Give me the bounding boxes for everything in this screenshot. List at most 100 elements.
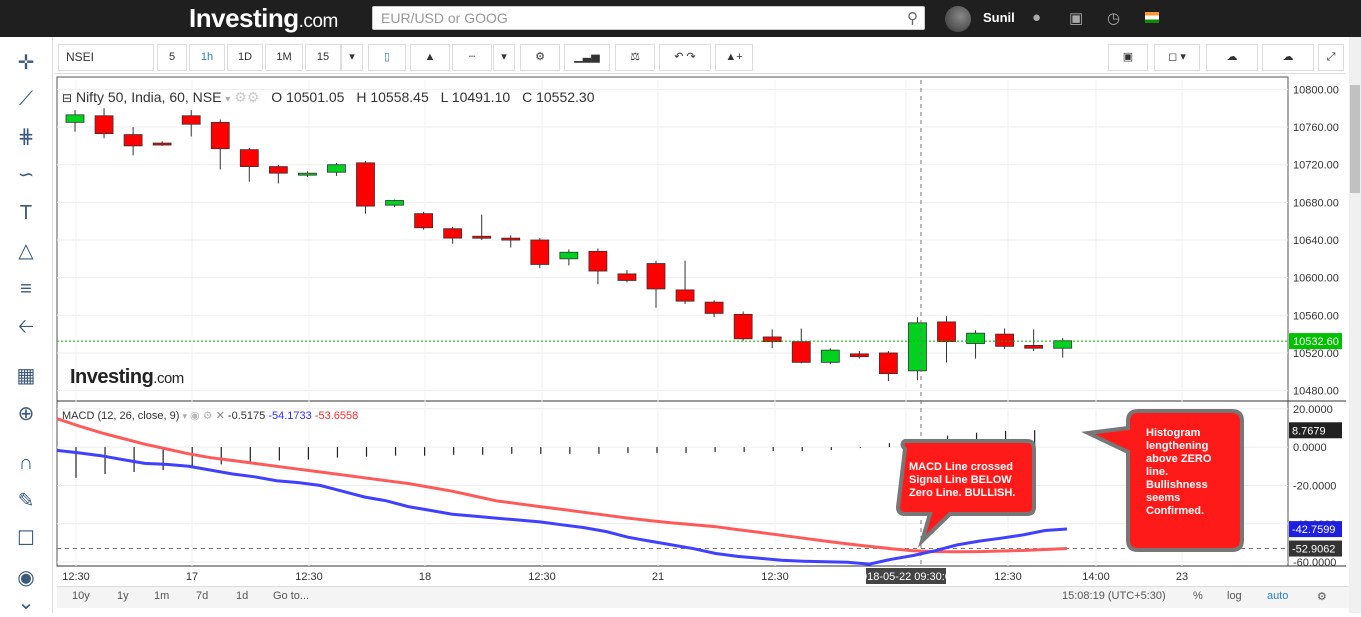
candle-body <box>617 273 637 281</box>
candles-icon[interactable]: ▯ <box>368 44 406 71</box>
time-tick-label: 12:30 <box>994 571 1022 583</box>
bottom-bar: 10y 1y 1m 7d 1d Go to... 15:08:19 (UTC+5… <box>57 586 1361 608</box>
macd-tick-label: -20.0000 <box>1293 480 1336 492</box>
candle-body <box>937 321 956 343</box>
candle-body <box>995 333 1014 347</box>
candle-body <box>123 134 143 147</box>
candle-body <box>762 336 782 343</box>
macd-title: MACD (12, 26, close, 9) <box>62 410 180 422</box>
auto-toggle[interactable]: auto <box>1267 590 1289 602</box>
candle-body <box>297 172 317 176</box>
legend-collapse-icon[interactable]: ⊟ <box>62 91 73 105</box>
candle-body <box>239 149 259 167</box>
macd-value-box <box>1289 521 1342 538</box>
search-input[interactable]: EUR/USD or GOOG ⚲ <box>372 6 925 30</box>
candle-body <box>966 332 985 344</box>
camera-icon[interactable]: ▣ <box>1108 44 1148 71</box>
callout-left-text: MACD Line crossed Signal Line BELOW Zero… <box>909 461 1016 499</box>
cloud-download-icon[interactable]: ☁ <box>1206 44 1258 71</box>
clock-icon[interactable]: ◷ <box>1107 10 1121 27</box>
range-1d[interactable]: 1d <box>236 590 249 602</box>
avatar[interactable] <box>945 6 971 32</box>
interval-1d[interactable]: 1D <box>227 44 263 71</box>
drawing-toolbar: ✛ ⟋ ⋕ ∽ T △ ≡ 🡠 ▦ ⊕ ∩ ✎ ☐ ◉ ⌄ <box>0 37 53 614</box>
signal-value-label: -52.9062 <box>1292 544 1335 556</box>
undo-redo-icon[interactable]: ↶ ↷ <box>659 44 711 71</box>
briefcase-icon[interactable]: ▣ <box>1069 10 1084 27</box>
fullscreen-icon[interactable]: ⤢ <box>1318 44 1344 71</box>
candle-body <box>268 166 288 174</box>
username[interactable]: Sunil <box>983 10 1015 25</box>
magnet-icon[interactable]: ∩ <box>18 452 34 474</box>
candle-body <box>675 289 695 302</box>
time-tick-label: 12:30 <box>62 571 90 583</box>
time-tick-label: 23 <box>1176 571 1188 583</box>
investing-logo[interactable]: Investing.com <box>189 3 338 33</box>
callout-left-bubble <box>895 439 1036 548</box>
measure-icon[interactable]: ≡ <box>20 278 32 300</box>
color-picker-icon[interactable]: ◻ ▾ <box>1154 44 1200 71</box>
alert-icon[interactable]: ▲+ <box>715 44 753 71</box>
chevron-down-icon[interactable]: ⌄ <box>17 592 35 614</box>
zoom-icon[interactable]: ⊕ <box>17 403 35 425</box>
settings-gear-icon[interactable]: ⚙ <box>1317 591 1327 603</box>
charttype-dropdown-icon[interactable]: ▾ <box>493 44 515 71</box>
pattern-icon[interactable]: △ <box>18 240 34 262</box>
crosshair-icon[interactable]: ✛ <box>17 52 35 74</box>
legend-settings-icon[interactable]: ⚙⚙ <box>234 89 260 105</box>
candle-body <box>181 115 201 125</box>
eye-icon[interactable]: ◉ <box>17 567 35 589</box>
legend-dropdown-icon[interactable]: ▾ <box>225 94 231 105</box>
goto-button[interactable]: Go to... <box>273 590 310 602</box>
ohlc-open: O 10501.05 <box>271 89 345 105</box>
time-tick-label: 14:00 <box>1082 571 1110 583</box>
price-tick-label: 10800.00 <box>1293 84 1339 96</box>
range-1m[interactable]: 1m <box>154 590 170 602</box>
macd-signal-value: -53.6558 <box>314 410 359 422</box>
cloud-upload-icon[interactable]: ☁ <box>1262 44 1314 71</box>
candle-body <box>385 200 404 206</box>
area-chart-icon[interactable]: ▲ <box>410 44 450 71</box>
range-1y[interactable]: 1y <box>117 590 129 602</box>
back-arrow-icon[interactable]: 🡠 <box>17 316 35 338</box>
investing-watermark: Investing.com <box>70 366 184 388</box>
trendline-icon[interactable]: ⟋ <box>19 88 33 110</box>
interval-5[interactable]: 5 <box>157 44 187 71</box>
chart-toolbar: NSEI 5 1h 1D 1M 15 ▾ ▯ ▲ ┄ ▾ ⚙ ▁▃▅ ⚖ ↶ ↷… <box>55 40 1345 74</box>
text-tool-icon[interactable]: T <box>19 202 33 224</box>
fib-icon[interactable]: ⋕ <box>17 126 35 148</box>
bell-icon[interactable]: ● <box>1032 9 1042 26</box>
macd-dropdown-icon[interactable]: ▾ <box>182 411 187 421</box>
grid-tool-icon[interactable]: ▦ <box>16 365 36 387</box>
percent-toggle[interactable]: % <box>1193 590 1203 602</box>
interval-1m[interactable]: 1M <box>265 44 303 71</box>
signal-line <box>56 417 1068 554</box>
interval-dropdown-icon[interactable]: ▾ <box>341 44 363 71</box>
last-price-label: 10532.60 <box>1293 336 1339 348</box>
search-icon[interactable]: ⚲ <box>907 10 918 27</box>
time-tick-label: 12:30 <box>761 571 789 583</box>
macd-eye-icon[interactable]: ◉ <box>190 410 200 422</box>
time-tick-label: 12:30 <box>528 571 556 583</box>
macd-close-icon[interactable]: ✕ <box>215 410 225 422</box>
interval-15[interactable]: 15 <box>305 44 341 71</box>
scrollbar-thumb[interactable] <box>1350 85 1360 193</box>
macd-gear-icon[interactable]: ⚙ <box>202 410 213 422</box>
price-tick-label: 10560.00 <box>1293 310 1339 322</box>
unlock-icon[interactable]: ☐ <box>17 528 35 550</box>
range-7d[interactable]: 7d <box>196 590 209 602</box>
range-10y[interactable]: 10y <box>72 590 90 602</box>
gear-icon[interactable]: ⚙ <box>520 44 560 71</box>
compare-icon[interactable]: ⚖ <box>615 44 655 71</box>
price-tick-label: 10760.00 <box>1293 122 1339 134</box>
bars-icon[interactable]: ┄ <box>452 44 492 71</box>
log-toggle[interactable]: log <box>1227 590 1242 602</box>
interval-1h[interactable]: 1h <box>189 44 225 71</box>
india-flag-icon[interactable] <box>1145 12 1159 23</box>
candle-body <box>791 341 811 363</box>
lock-drawing-icon[interactable]: ✎ <box>17 490 35 512</box>
symbol-input[interactable]: NSEI <box>58 44 154 71</box>
indicators-icon[interactable]: ▁▃▅ <box>564 44 610 71</box>
brush-icon[interactable]: ∽ <box>17 164 35 186</box>
